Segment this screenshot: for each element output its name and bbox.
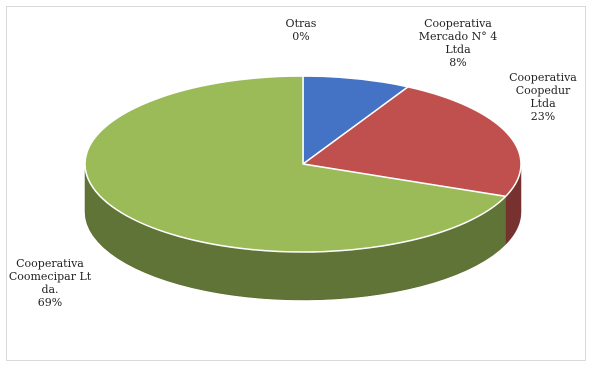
pie-chart [84, 75, 522, 301]
pie-slice-1 [302, 75, 409, 165]
slice-percent: 8% [449, 56, 467, 69]
slice-label-line: Otras [285, 17, 317, 30]
slice-label-line: Cooperativa [509, 71, 577, 84]
slice-label-line: Coopedur [515, 84, 571, 97]
slice-label-line: Cooperativa [16, 257, 84, 270]
slice-label-line: da. [41, 283, 59, 296]
slice-label-line: Cooperativa [424, 17, 492, 30]
slice-label-line: Mercado N° 4 [418, 30, 498, 43]
slice-percent: 69% [37, 296, 63, 309]
slice-label-coopedur: Cooperativa Coopedur Ltda 23% [503, 71, 583, 123]
slice-label-line: Ltda [445, 43, 471, 56]
pie-rim-highlight [84, 163, 522, 253]
chart-area: Otras 0% Cooperativa Mercado N° 4 Ltda 8… [6, 6, 586, 361]
slice-percent: 23% [530, 110, 556, 123]
slice-label-coomecipar: Cooperativa Coomecipar Lt da. 69% [7, 257, 93, 309]
slice-label-line: Coomecipar Lt [8, 270, 92, 283]
slice-label-mercado: Cooperativa Mercado N° 4 Ltda 8% [403, 17, 513, 69]
slice-label-line: Ltda [530, 97, 556, 110]
pie-top-faces [84, 75, 522, 253]
slice-percent: 0% [292, 30, 310, 43]
slice-label-otras: Otras 0% [278, 17, 324, 43]
